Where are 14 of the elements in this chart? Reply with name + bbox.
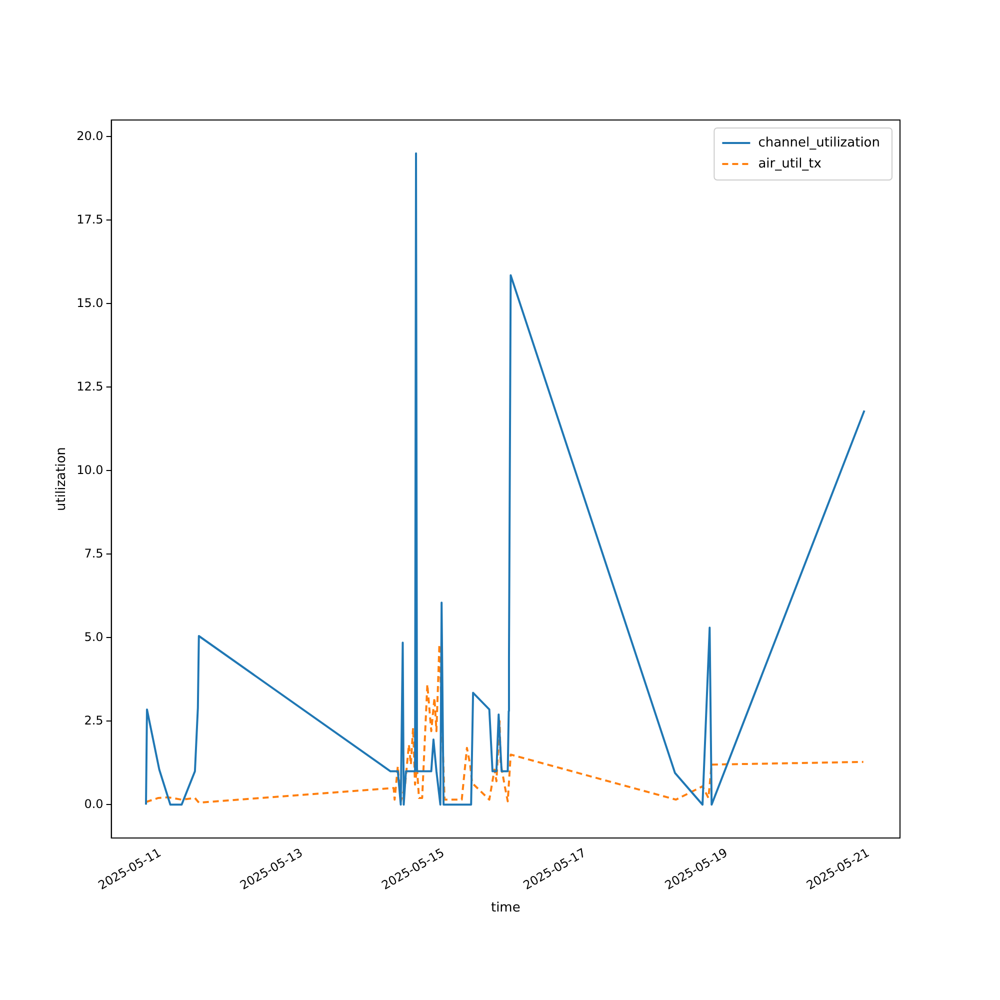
y-tick-label: 10.0 (76, 462, 104, 477)
y-tick-label: 17.5 (76, 212, 104, 226)
line-series (144, 643, 864, 804)
y-tick-label: 15.0 (76, 296, 104, 310)
y-tick-label: 5.0 (84, 630, 104, 644)
y-tick-label: 7.5 (84, 546, 104, 560)
legend-label: air_util_tx (758, 156, 822, 172)
y-tick-label: 12.5 (76, 379, 104, 394)
y-tick-label: 20.0 (76, 128, 104, 143)
y-tick-label: 0.0 (84, 796, 104, 811)
y-axis-title: utilization (54, 447, 70, 511)
y-tick-label: 2.5 (84, 713, 104, 728)
x-axis-title: time (490, 900, 520, 916)
legend-label: channel_utilization (758, 135, 880, 150)
